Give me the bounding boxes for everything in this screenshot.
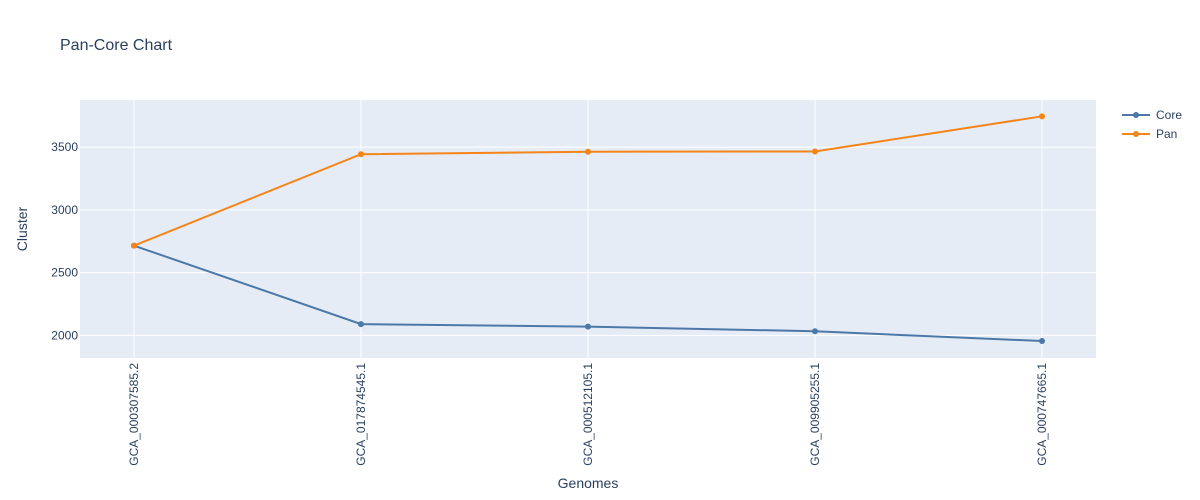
pan-data-point	[131, 242, 137, 249]
pan-data-point	[812, 148, 818, 155]
legend[interactable]: Core Pan	[1122, 108, 1182, 141]
x-axis-label: Genomes	[558, 475, 619, 491]
x-tick-label: GCA_000747665.1	[1035, 363, 1049, 466]
chart-title: Pan-Core Chart	[60, 37, 173, 54]
legend-label: Core	[1156, 108, 1182, 122]
core-data-point	[585, 323, 591, 330]
core-data-point	[1039, 338, 1045, 345]
legend-item-core[interactable]: Core	[1122, 108, 1182, 122]
series-layer	[131, 113, 1045, 345]
x-tick-label: GCA_000512105.1	[581, 363, 595, 466]
x-tick-label: GCA_017874545.1	[354, 363, 368, 466]
x-tick-label: GCA_009905255.1	[808, 363, 822, 466]
core-data-point	[812, 328, 818, 335]
pan-data-point	[358, 151, 364, 158]
y-tick-labels: 2000 2500 3000 3500	[51, 140, 78, 342]
legend-swatch-marker	[1133, 131, 1139, 137]
y-tick-label: 2000	[51, 328, 78, 342]
x-gridlines	[133, 100, 1043, 358]
x-tick-labels: GCA_000307585.2 GCA_017874545.1 GCA_000512…	[127, 363, 1049, 466]
x-tick-label: GCA_000307585.2	[127, 363, 141, 466]
y-tick-label: 3500	[51, 140, 78, 154]
legend-label: Pan	[1156, 127, 1177, 141]
legend-swatch-marker	[1133, 112, 1139, 118]
core-data-point	[358, 321, 364, 328]
y-tick-label: 3000	[51, 203, 78, 217]
pan-data-point	[585, 148, 591, 155]
pan-data-point	[1039, 113, 1045, 120]
y-tick-label: 2500	[51, 266, 78, 280]
y-axis-label: Cluster	[14, 206, 30, 251]
legend-item-pan[interactable]: Pan	[1122, 127, 1177, 141]
